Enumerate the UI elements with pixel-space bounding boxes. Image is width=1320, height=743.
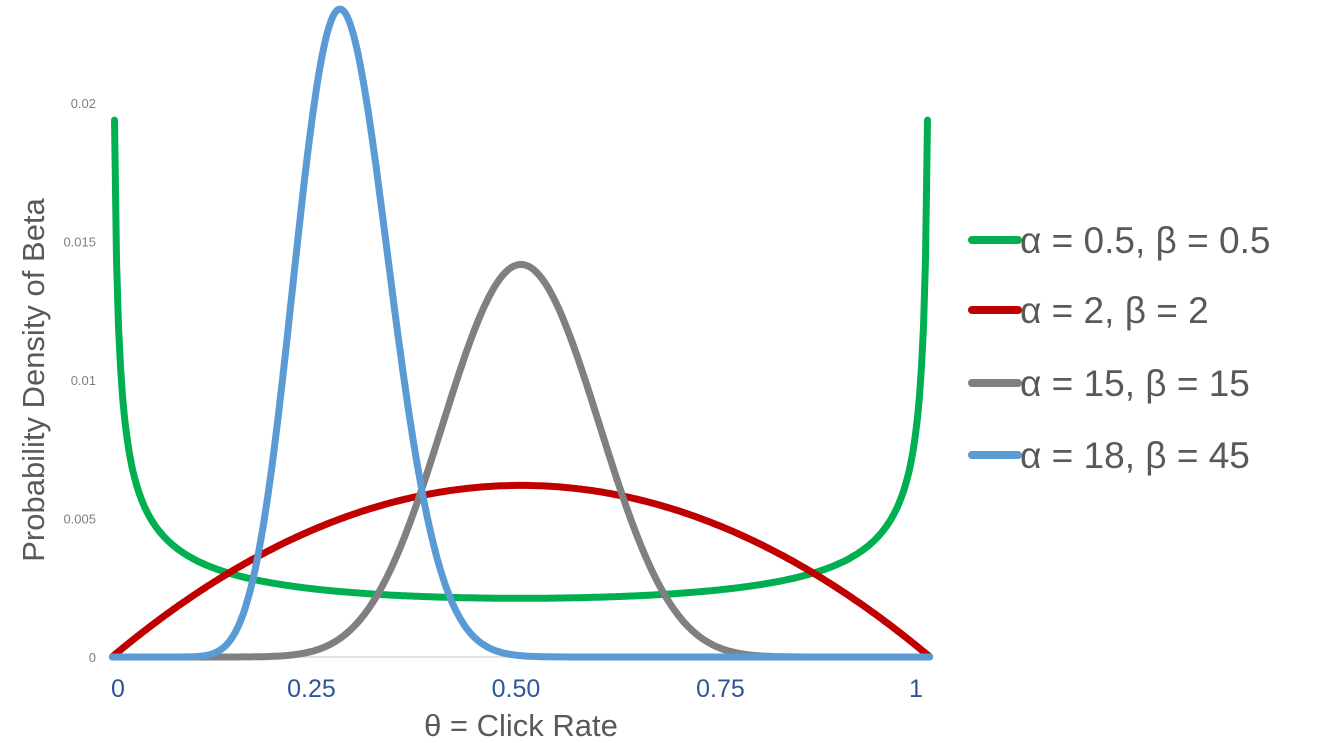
legend-item: α = 18, β = 45 [968, 435, 1250, 476]
x-tick-labels: 0 0.25 0.50 0.75 1 [111, 675, 923, 703]
y-tick-label: 0.005 [63, 512, 96, 527]
series-line-0 [111, 116, 931, 602]
y-axis-title: Probability Density of Beta [16, 197, 51, 561]
series-line-3 [108, 5, 934, 661]
y-tick-label: 0.01 [71, 373, 96, 388]
legend-label: α = 15, β = 15 [1020, 363, 1250, 404]
legend-item: α = 15, β = 15 [968, 363, 1250, 404]
series-line-1 [108, 481, 934, 661]
legend: α = 0.5, β = 0.5 α = 2, β = 2 α = 15, β = … [968, 220, 1270, 476]
y-tick-label: 0 [89, 650, 96, 665]
legend-item: α = 0.5, β = 0.5 [968, 220, 1270, 261]
x-axis-title: θ = Click Rate [424, 708, 618, 743]
series-layer [108, 5, 934, 661]
y-tick-labels: 0 0.005 0.01 0.015 0.02 [63, 96, 96, 665]
x-tick-label: 0.75 [696, 675, 745, 703]
x-tick-label: 1 [909, 675, 923, 703]
legend-item: α = 2, β = 2 [968, 290, 1209, 331]
y-tick-label: 0.015 [63, 235, 96, 250]
x-tick-label: 0 [111, 675, 125, 703]
x-tick-label: 0.25 [287, 675, 336, 703]
y-tick-label: 0.02 [71, 96, 96, 111]
legend-label: α = 18, β = 45 [1020, 435, 1250, 476]
legend-label: α = 0.5, β = 0.5 [1020, 220, 1270, 261]
legend-label: α = 2, β = 2 [1020, 290, 1209, 331]
x-tick-label: 0.50 [492, 675, 541, 703]
